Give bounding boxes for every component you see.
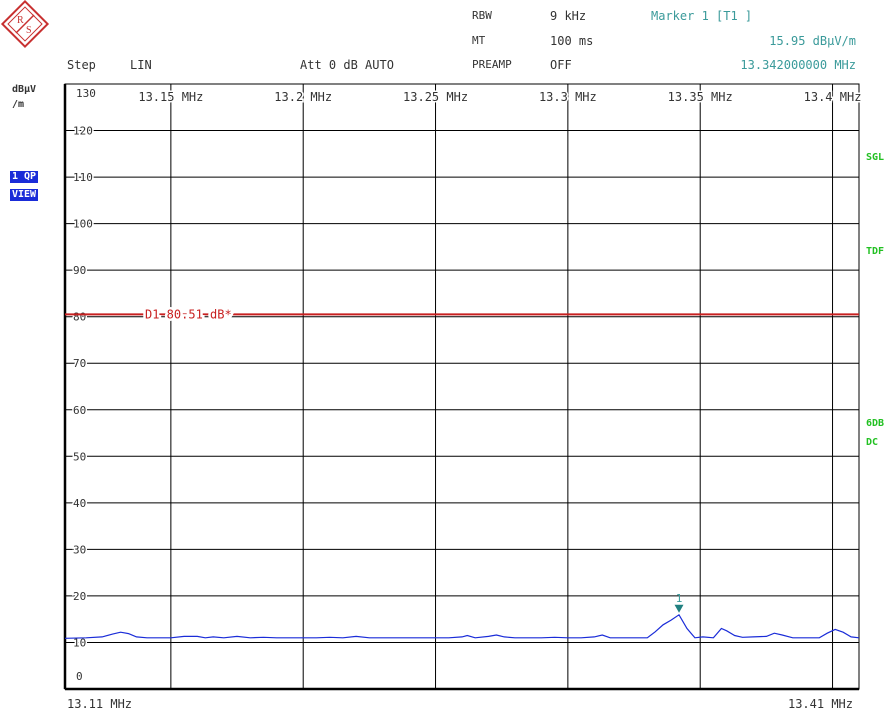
plot-frame: [64, 83, 860, 690]
y-tick-label: 30: [73, 543, 86, 556]
unit-label-line1: dBµV: [12, 84, 37, 95]
sgl-indicator: SGL: [866, 152, 885, 163]
x-tick-label: 13.2 MHz: [274, 90, 332, 104]
marker-frequency: 13.342000000 MHz: [740, 58, 856, 72]
view-badge: VIEW: [10, 189, 39, 201]
trace-detector-badge: 1 QP: [10, 171, 39, 183]
dc-indicator: DC: [866, 437, 879, 448]
6db-indicator: 6DB: [866, 418, 885, 429]
y-tick-label: 50: [73, 450, 86, 463]
y-tick-label: 100: [73, 218, 93, 231]
preamp-label: PREAMP: [472, 58, 512, 71]
display-line-label: D1 80.51 dB*: [145, 307, 232, 321]
rbw-value: 9 kHz: [550, 9, 587, 23]
tdf-indicator: TDF: [866, 246, 885, 257]
x-tick-label: 13.3 MHz: [539, 90, 597, 104]
step-label: Step: [67, 58, 96, 72]
start-frequency-label: 13.11 MHz: [67, 697, 133, 711]
svg-text:R: R: [17, 15, 24, 26]
mt-label: MT: [472, 34, 486, 47]
x-tick-label: 13.4 MHz: [804, 90, 862, 104]
marker-label: 1: [676, 592, 683, 605]
step-value: LIN: [130, 58, 152, 72]
y-tick-label: 130: [76, 87, 96, 100]
y-tick-label: 40: [73, 497, 86, 510]
mt-value: 100 ms: [550, 34, 594, 48]
unit-label-line2: /m: [12, 99, 25, 110]
x-tick-label: 13.35 MHz: [668, 90, 733, 104]
marker-title: Marker 1 [T1 ]: [651, 9, 753, 23]
marker-triangle: [674, 604, 684, 613]
spectrum-trace: [64, 613, 860, 639]
y-tick-label: 120: [73, 125, 93, 138]
y-tick-label: 0: [76, 670, 83, 683]
y-tick-label: 20: [73, 590, 86, 603]
y-tick-label: 70: [73, 357, 86, 370]
x-tick-label: 13.15 MHz: [138, 90, 203, 104]
rbw-label: RBW: [472, 9, 492, 22]
y-tick-label: 80: [73, 311, 86, 324]
rohde-schwarz-logo: R S: [0, 0, 50, 49]
y-tick-label: 110: [73, 171, 93, 184]
marker-level: 15.95 dBµV/m: [769, 34, 856, 48]
y-tick-label: 90: [73, 264, 86, 277]
y-tick-label: 60: [73, 404, 86, 417]
svg-text:S: S: [26, 25, 32, 36]
attenuation: Att 0 dB AUTO: [300, 58, 394, 72]
x-tick-label: 13.25 MHz: [403, 90, 468, 104]
preamp-value: OFF: [550, 58, 572, 72]
stop-frequency-label: 13.41 MHz: [787, 697, 853, 711]
y-tick-label: 10: [73, 636, 86, 649]
